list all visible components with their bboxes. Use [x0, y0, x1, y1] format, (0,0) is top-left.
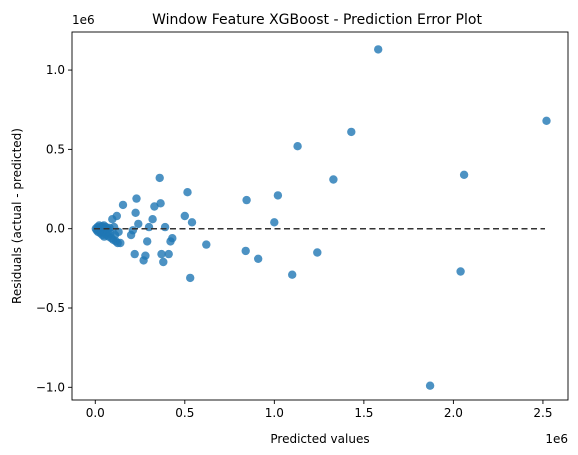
- data-point: [188, 218, 196, 226]
- data-point: [313, 248, 321, 256]
- data-point: [329, 175, 337, 183]
- data-point: [116, 239, 124, 247]
- data-point: [456, 267, 464, 275]
- y-tick-label: −1.0: [36, 380, 65, 394]
- y-axis-label: Residuals (actual - predicted): [10, 128, 24, 304]
- data-point: [202, 240, 210, 248]
- y-tick-label: 1.0: [46, 63, 65, 77]
- data-point: [156, 174, 164, 182]
- data-point: [131, 209, 139, 217]
- chart-title: Window Feature XGBoost - Prediction Erro…: [152, 12, 482, 28]
- data-point: [159, 258, 167, 266]
- data-point: [145, 223, 153, 231]
- data-point: [270, 218, 278, 226]
- x-axis-offset-label: 1e6: [545, 432, 568, 446]
- data-point: [288, 271, 296, 279]
- data-point: [113, 212, 121, 220]
- data-point: [186, 274, 194, 282]
- data-points: [92, 45, 551, 390]
- y-tick-label: 0.0: [46, 222, 65, 236]
- data-point: [143, 237, 151, 245]
- x-tick-label: 0.5: [175, 406, 194, 420]
- data-point: [157, 250, 165, 258]
- data-point: [131, 250, 139, 258]
- data-point: [242, 196, 250, 204]
- data-point: [293, 142, 301, 150]
- x-tick-label: 1.5: [354, 406, 373, 420]
- x-tick-label: 2.0: [444, 406, 463, 420]
- data-point: [161, 223, 169, 231]
- data-point: [242, 247, 250, 255]
- data-point: [141, 252, 149, 260]
- data-point: [148, 215, 156, 223]
- data-point: [181, 212, 189, 220]
- data-point: [129, 226, 137, 234]
- y-axis-ticks: −1.0 −0.5 0.0 0.5 1.0: [36, 63, 72, 394]
- data-point: [460, 171, 468, 179]
- data-point: [183, 188, 191, 196]
- data-point: [119, 201, 127, 209]
- data-point: [274, 191, 282, 199]
- data-point: [374, 45, 382, 53]
- data-point: [542, 117, 550, 125]
- x-tick-label: 1.0: [265, 406, 284, 420]
- x-tick-label: 0.0: [86, 406, 105, 420]
- data-point: [165, 250, 173, 258]
- data-point: [426, 382, 434, 390]
- plot-area-frame: [72, 32, 568, 400]
- x-tick-label: 2.5: [533, 406, 552, 420]
- data-point: [254, 255, 262, 263]
- data-point: [168, 234, 176, 242]
- y-tick-label: 0.5: [46, 142, 65, 156]
- data-point: [347, 128, 355, 136]
- x-axis-ticks: 0.0 0.5 1.0 1.5 2.0 2.5: [86, 400, 553, 420]
- y-axis-offset-label: 1e6: [72, 13, 95, 27]
- data-point: [134, 220, 142, 228]
- y-tick-label: −0.5: [36, 301, 65, 315]
- data-point: [156, 199, 164, 207]
- data-point: [132, 194, 140, 202]
- x-axis-label: Predicted values: [270, 432, 369, 446]
